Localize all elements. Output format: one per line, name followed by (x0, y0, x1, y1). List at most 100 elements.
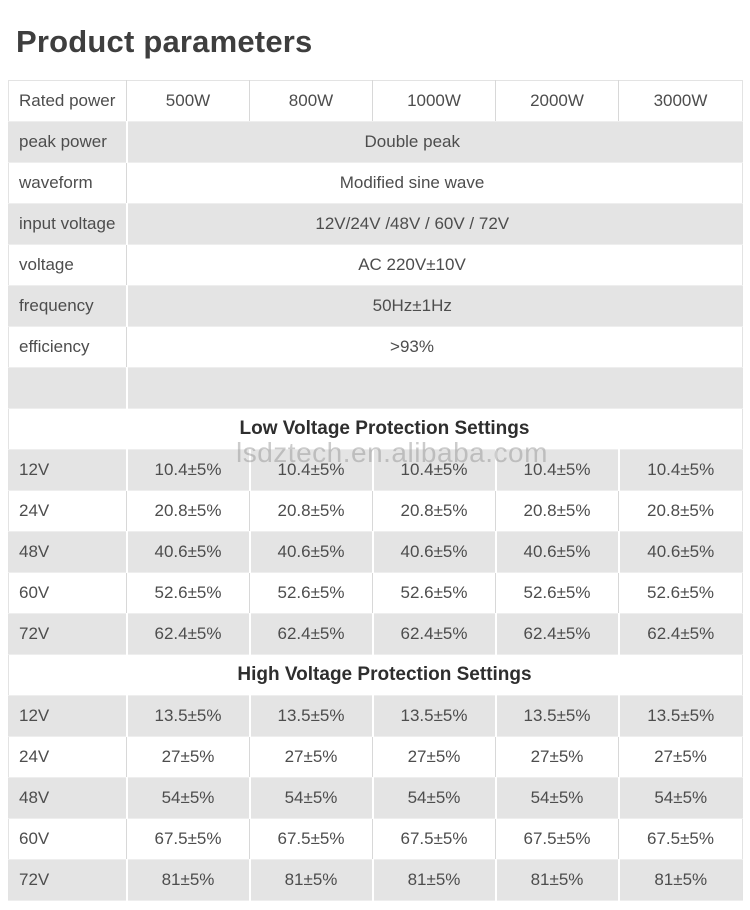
voltage-cell: 54±5% (126, 777, 251, 819)
table-row: 12V 10.4±5% 10.4±5% 10.4±5% 10.4±5% 10.4±5% (8, 449, 743, 491)
voltage-cell: 27±5% (618, 736, 743, 778)
table-row: 48V 54±5% 54±5% 54±5% 54±5% 54±5% (8, 777, 743, 819)
voltage-row-label: 24V (8, 736, 127, 778)
spec-row-label (8, 367, 128, 409)
voltage-cell: 20.8±5% (372, 490, 496, 532)
voltage-cell: 67.5±5% (372, 818, 496, 860)
table-row: 24V 27±5% 27±5% 27±5% 27±5% 27±5% (8, 736, 743, 778)
voltage-cell: 54±5% (372, 777, 497, 819)
spec-row-value: AC 220V±10V (126, 244, 743, 286)
voltage-row-label: 12V (8, 695, 128, 737)
voltage-cell: 27±5% (372, 736, 496, 778)
table-row: 72V 62.4±5% 62.4±5% 62.4±5% 62.4±5% 62.4±5% (8, 613, 743, 655)
table-row: waveform Modified sine wave (8, 162, 743, 204)
voltage-cell: 81±5% (372, 859, 497, 901)
table-row: High Voltage Protection Settings (8, 654, 743, 696)
spec-row-label: peak power (8, 121, 128, 163)
spec-row-value (126, 367, 743, 409)
voltage-cell: 67.5±5% (126, 818, 250, 860)
voltage-cell: 40.6±5% (495, 531, 620, 573)
voltage-row-label: 60V (8, 818, 127, 860)
voltage-cell: 62.4±5% (618, 613, 743, 655)
voltage-cell: 13.5±5% (372, 695, 497, 737)
voltage-cell: 52.6±5% (249, 572, 373, 614)
table-row: voltage AC 220V±10V (8, 244, 743, 286)
voltage-cell: 20.8±5% (495, 490, 619, 532)
voltage-cell: 62.4±5% (249, 613, 374, 655)
column-header: 800W (249, 80, 373, 122)
voltage-cell: 67.5±5% (618, 818, 743, 860)
table-row: frequency 50Hz±1Hz (8, 285, 743, 327)
column-header: 3000W (618, 80, 743, 122)
spec-row-label: frequency (8, 285, 128, 327)
spec-row-value: >93% (126, 326, 743, 368)
voltage-cell: 67.5±5% (495, 818, 619, 860)
voltage-cell: 13.5±5% (126, 695, 251, 737)
voltage-cell: 20.8±5% (249, 490, 373, 532)
section-title: High Voltage Protection Settings (8, 654, 743, 696)
voltage-cell: 13.5±5% (618, 695, 743, 737)
voltage-cell: 40.6±5% (249, 531, 374, 573)
voltage-cell: 27±5% (495, 736, 619, 778)
voltage-cell: 52.6±5% (372, 572, 496, 614)
table-row: 12V 13.5±5% 13.5±5% 13.5±5% 13.5±5% 13.5±5% (8, 695, 743, 737)
voltage-cell: 10.4±5% (618, 449, 743, 491)
voltage-cell: 10.4±5% (249, 449, 374, 491)
table-row: Low Voltage Protection Settings (8, 408, 743, 450)
voltage-cell: 40.6±5% (126, 531, 251, 573)
table-row: peak power Double peak (8, 121, 743, 163)
voltage-cell: 10.4±5% (372, 449, 497, 491)
column-header: 1000W (372, 80, 496, 122)
row-label-rated-power: Rated power (8, 80, 127, 122)
column-header: 500W (126, 80, 250, 122)
spec-row-label: efficiency (8, 326, 127, 368)
table-row: Rated power 500W 800W 1000W 2000W 3000W (8, 80, 743, 122)
table-row: 48V 40.6±5% 40.6±5% 40.6±5% 40.6±5% 40.6±5% (8, 531, 743, 573)
voltage-cell: 62.4±5% (495, 613, 620, 655)
column-header: 2000W (495, 80, 619, 122)
voltage-cell: 27±5% (249, 736, 373, 778)
voltage-row-label: 72V (8, 613, 128, 655)
spec-row-value: Double peak (126, 121, 743, 163)
section-title: Low Voltage Protection Settings (8, 408, 743, 450)
voltage-cell: 52.6±5% (126, 572, 250, 614)
spec-row-label: voltage (8, 244, 127, 286)
voltage-cell: 62.4±5% (126, 613, 251, 655)
voltage-row-label: 12V (8, 449, 128, 491)
spec-row-label: input voltage (8, 203, 128, 245)
voltage-cell: 13.5±5% (249, 695, 374, 737)
table-row: 72V 81±5% 81±5% 81±5% 81±5% 81±5% (8, 859, 743, 901)
voltage-cell: 27±5% (126, 736, 250, 778)
voltage-cell: 52.6±5% (495, 572, 619, 614)
voltage-cell: 10.4±5% (126, 449, 251, 491)
voltage-row-label: 48V (8, 777, 128, 819)
voltage-cell: 40.6±5% (372, 531, 497, 573)
table-row: efficiency >93% (8, 326, 743, 368)
spec-row-value: Modified sine wave (126, 162, 743, 204)
voltage-cell: 54±5% (249, 777, 374, 819)
table-row: 60V 67.5±5% 67.5±5% 67.5±5% 67.5±5% 67.5±5% (8, 818, 743, 860)
voltage-cell: 81±5% (495, 859, 620, 901)
voltage-cell: 40.6±5% (618, 531, 743, 573)
voltage-cell: 81±5% (618, 859, 743, 901)
voltage-cell: 54±5% (495, 777, 620, 819)
product-parameters-table-body: Rated power 500W 800W 1000W 2000W 3000W peak p… (8, 80, 743, 901)
voltage-cell: 67.5±5% (249, 818, 373, 860)
voltage-cell: 81±5% (249, 859, 374, 901)
voltage-cell: 52.6±5% (618, 572, 743, 614)
table-row: 60V 52.6±5% 52.6±5% 52.6±5% 52.6±5% 52.6±5% (8, 572, 743, 614)
table-row: input voltage 12V/24V /48V / 60V / 72V (8, 203, 743, 245)
voltage-row-label: 24V (8, 490, 127, 532)
page-title: Product parameters (16, 24, 313, 59)
spec-row-value: 12V/24V /48V / 60V / 72V (126, 203, 743, 245)
product-parameters-table: Rated power 500W 800W 1000W 2000W 3000W peak p… (8, 80, 743, 901)
voltage-cell: 20.8±5% (618, 490, 743, 532)
voltage-row-label: 72V (8, 859, 128, 901)
voltage-cell: 62.4±5% (372, 613, 497, 655)
table-row: 24V 20.8±5% 20.8±5% 20.8±5% 20.8±5% 20.8±5% (8, 490, 743, 532)
voltage-row-label: 60V (8, 572, 127, 614)
voltage-cell: 54±5% (618, 777, 743, 819)
spec-row-value: 50Hz±1Hz (126, 285, 743, 327)
spec-row-label: waveform (8, 162, 127, 204)
voltage-cell: 10.4±5% (495, 449, 620, 491)
